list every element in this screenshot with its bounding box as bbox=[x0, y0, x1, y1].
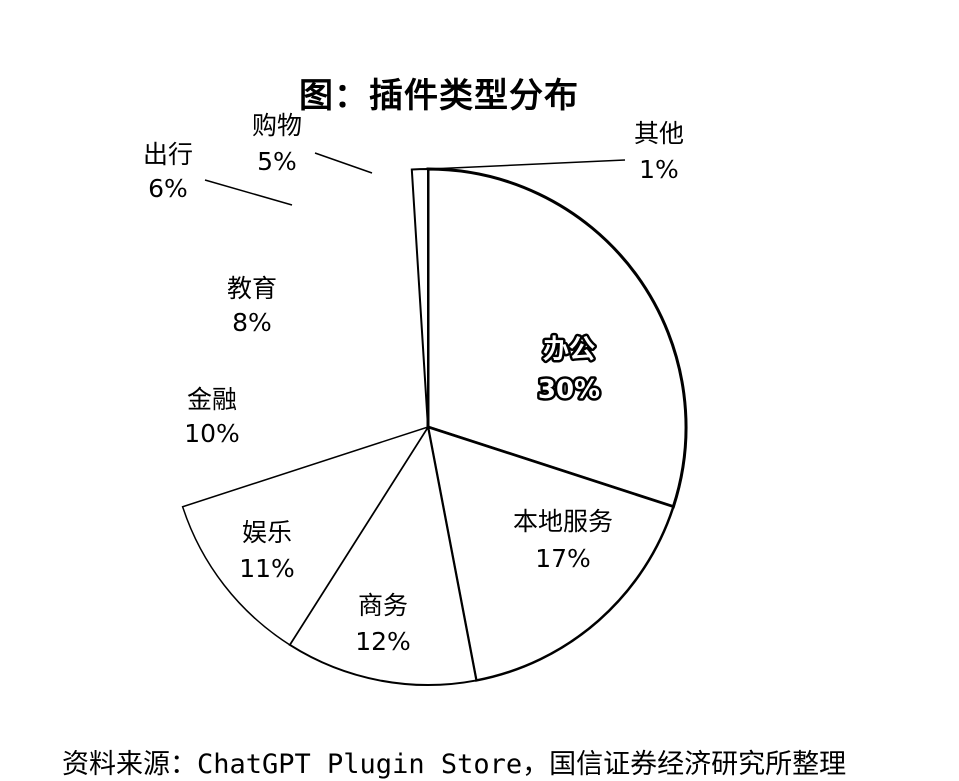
pie-slices bbox=[181, 167, 688, 686]
slice-category-label: 出行 bbox=[143, 140, 193, 169]
slice-value-label: 30% bbox=[538, 375, 600, 405]
slice-label-1: 本地服务 17% bbox=[513, 507, 613, 573]
slice-value-label: 5% bbox=[257, 147, 297, 176]
slice-label-4: 金融 10% bbox=[184, 385, 240, 448]
source-note: 资料来源：ChatGPT Plugin Store，国信证券经济研究所整理 bbox=[62, 749, 847, 780]
leader-line-7 bbox=[314, 152, 373, 174]
slice-category-label: 商务 bbox=[358, 591, 408, 620]
slice-labels: 办公 30% 本地服务 17% 商务 12% 娱乐 11% 金融 10% 教育 8% 出行 6% 购物 5% 其… bbox=[143, 111, 684, 656]
pie-chart: 办公 30% 本地服务 17% 商务 12% 娱乐 11% 金融 10% 教育 8% 出行 6% 购物 5% 其… bbox=[143, 111, 688, 686]
slice-label-8: 其他 1% bbox=[634, 119, 684, 184]
pie-slice-0 bbox=[426, 167, 688, 509]
slice-value-label: 6% bbox=[148, 174, 188, 203]
slice-value-label: 1% bbox=[639, 155, 679, 184]
slice-category-label: 其他 bbox=[634, 119, 684, 148]
pie-slice-1 bbox=[426, 425, 675, 682]
slice-label-3: 娱乐 11% bbox=[239, 518, 295, 583]
pie-slice-3 bbox=[181, 425, 430, 646]
slice-category-label: 本地服务 bbox=[513, 507, 613, 536]
slice-label-0: 办公 30% bbox=[535, 333, 602, 408]
slice-category-label: 教育 bbox=[227, 274, 277, 303]
slice-value-label: 8% bbox=[232, 308, 272, 337]
slice-category-label: 娱乐 bbox=[242, 518, 292, 547]
slice-label-2: 商务 12% bbox=[355, 591, 411, 656]
leader-line-8 bbox=[429, 159, 626, 170]
pie-slice-2 bbox=[288, 424, 478, 686]
leader-line-6 bbox=[204, 179, 293, 206]
leader-lines bbox=[204, 152, 626, 206]
chart-title: 图：插件类型分布 bbox=[299, 76, 579, 116]
slice-value-label: 12% bbox=[355, 627, 411, 656]
slice-value-label: 10% bbox=[184, 419, 240, 448]
slice-category-label: 购物 bbox=[252, 111, 302, 140]
slice-category-label: 金融 bbox=[187, 385, 237, 414]
slice-edge-line bbox=[411, 169, 429, 428]
slice-label-5: 教育 8% bbox=[227, 274, 277, 337]
slice-label-6: 出行 6% bbox=[143, 140, 193, 203]
slice-value-label: 17% bbox=[535, 544, 591, 573]
slice-value-label: 11% bbox=[239, 554, 295, 583]
slice-category-label: 办公 bbox=[543, 335, 595, 365]
slice-label-7: 购物 5% bbox=[252, 111, 302, 176]
